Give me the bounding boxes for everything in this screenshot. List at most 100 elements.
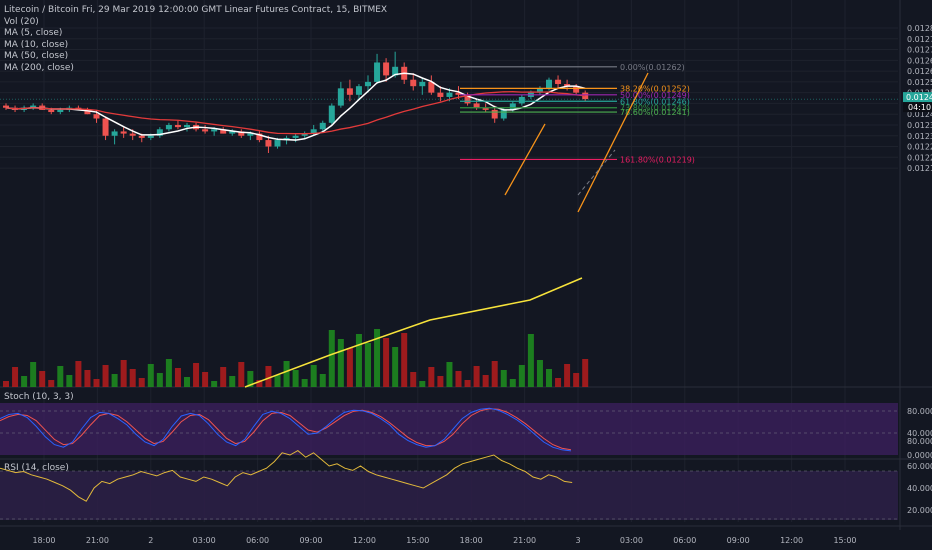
candle-body xyxy=(202,129,209,132)
price-tick-label: 0.01270 xyxy=(907,46,932,55)
candle-body xyxy=(30,105,37,108)
candle-body xyxy=(509,103,516,110)
indicator-ma5[interactable]: MA (5, close) xyxy=(4,28,63,39)
volume-bar xyxy=(446,362,453,387)
chart-legend: Litecoin / Bitcoin Fri, 29 Mar 2019 12:0… xyxy=(4,5,387,75)
current-price-tag xyxy=(903,92,932,103)
time-tick-label: 09:00 xyxy=(299,536,322,545)
volume-bar xyxy=(419,381,426,387)
volume-bar xyxy=(564,364,571,387)
candle-body xyxy=(301,133,308,136)
candle-body xyxy=(147,135,154,138)
candle-body xyxy=(482,107,489,110)
volume-bar xyxy=(3,381,9,387)
volume-bar xyxy=(147,364,154,387)
price-tick-label: 0.01265 xyxy=(907,56,932,65)
symbol-title: Litecoin / Bitcoin Fri, 29 Mar 2019 12:0… xyxy=(4,5,388,15)
rsi-tick-label: 80.0000 xyxy=(907,437,932,446)
time-tick-label: 18:00 xyxy=(460,536,483,545)
volume-bar xyxy=(473,366,480,387)
candle-body xyxy=(265,140,272,147)
volume-bar xyxy=(500,370,507,387)
candle-body xyxy=(238,131,245,136)
indicator-volume[interactable]: Vol (20) xyxy=(4,16,39,27)
rsi-band xyxy=(0,471,898,520)
indicator-ma10[interactable]: MA (10, close) xyxy=(4,39,69,50)
volume-bar xyxy=(573,373,580,387)
time-tick-label: 06:00 xyxy=(246,536,269,545)
volume-bar xyxy=(536,360,543,387)
price-tick-label: 0.01260 xyxy=(907,67,932,76)
fib-level-label: 50.00%(0.01249) xyxy=(620,91,690,100)
volume-bar xyxy=(310,365,317,387)
volume-bar xyxy=(301,379,308,387)
rsi-label[interactable]: RSI (14, close) xyxy=(4,463,69,473)
candle-body xyxy=(247,133,254,136)
candle-body xyxy=(419,81,426,87)
candle-body xyxy=(518,96,525,104)
candle-body xyxy=(392,66,399,76)
price-tick-label: 0.01255 xyxy=(907,78,932,87)
candle-body xyxy=(310,129,317,134)
volume-bar xyxy=(48,380,55,387)
channel-line-upper xyxy=(577,72,649,213)
volume-bar xyxy=(238,362,245,387)
candle-body xyxy=(428,81,435,93)
volume-bar xyxy=(75,361,82,387)
volume-bar xyxy=(102,365,109,387)
candle-body xyxy=(184,124,190,128)
volume-bar xyxy=(582,359,589,387)
time-tick-label: 09:00 xyxy=(727,536,750,545)
volume-bar xyxy=(220,367,227,387)
candle-body xyxy=(328,105,335,123)
candle-body xyxy=(165,124,172,130)
candle-body xyxy=(229,131,236,134)
candle-body xyxy=(93,114,100,119)
volume-bar xyxy=(410,372,417,387)
time-tick-label: 3 xyxy=(575,536,580,545)
volume-bar xyxy=(383,338,390,387)
volume-bar xyxy=(39,371,46,387)
candle-body xyxy=(220,129,227,134)
candle-body xyxy=(500,109,507,119)
volume-bar xyxy=(319,374,326,387)
stoch-label[interactable]: Stoch (10, 3, 3) xyxy=(4,392,74,402)
stoch-tick-label: 0.0000 xyxy=(907,451,932,460)
candle-body xyxy=(455,92,462,95)
candle-body xyxy=(292,135,299,138)
candle-body xyxy=(555,79,562,85)
volume-bar xyxy=(84,370,91,387)
volume-bar xyxy=(328,330,335,387)
time-tick-label: 2 xyxy=(148,536,153,545)
volume-bar xyxy=(57,366,64,387)
rsi-tick-label: 20.0000 xyxy=(907,506,932,515)
volume-bar xyxy=(491,361,498,387)
volume-bar xyxy=(283,361,290,387)
candle-body xyxy=(84,109,91,115)
volume-bar xyxy=(256,380,263,387)
time-tick-label: 03:00 xyxy=(620,536,643,545)
candle-body xyxy=(48,109,55,113)
candle-body xyxy=(256,133,263,141)
volume-bar xyxy=(193,363,200,387)
volume-bar xyxy=(111,374,118,387)
time-tick-label: 12:00 xyxy=(780,536,803,545)
ma50-line xyxy=(5,91,586,135)
current-price-label: 0.01247 xyxy=(906,93,932,102)
volume-bar xyxy=(202,372,209,387)
volume-bar xyxy=(337,339,344,387)
stoch-tick-label: 80.0000 xyxy=(907,407,932,416)
volume-bar xyxy=(247,371,254,387)
indicator-ma200[interactable]: MA (200, close) xyxy=(4,62,74,73)
candle-body xyxy=(437,92,444,97)
time-tick-label: 03:00 xyxy=(193,536,216,545)
time-tick-label: 06:00 xyxy=(673,536,696,545)
volume-bar xyxy=(428,367,435,387)
fib-level-label: 38.20%(0.01252) xyxy=(620,84,690,93)
price-tick-label: 0.01220 xyxy=(907,153,932,162)
volume-bar xyxy=(455,371,462,387)
volume-bar xyxy=(12,367,19,387)
volume-bar xyxy=(120,360,127,387)
indicator-ma50[interactable]: MA (50, close) xyxy=(4,51,69,62)
